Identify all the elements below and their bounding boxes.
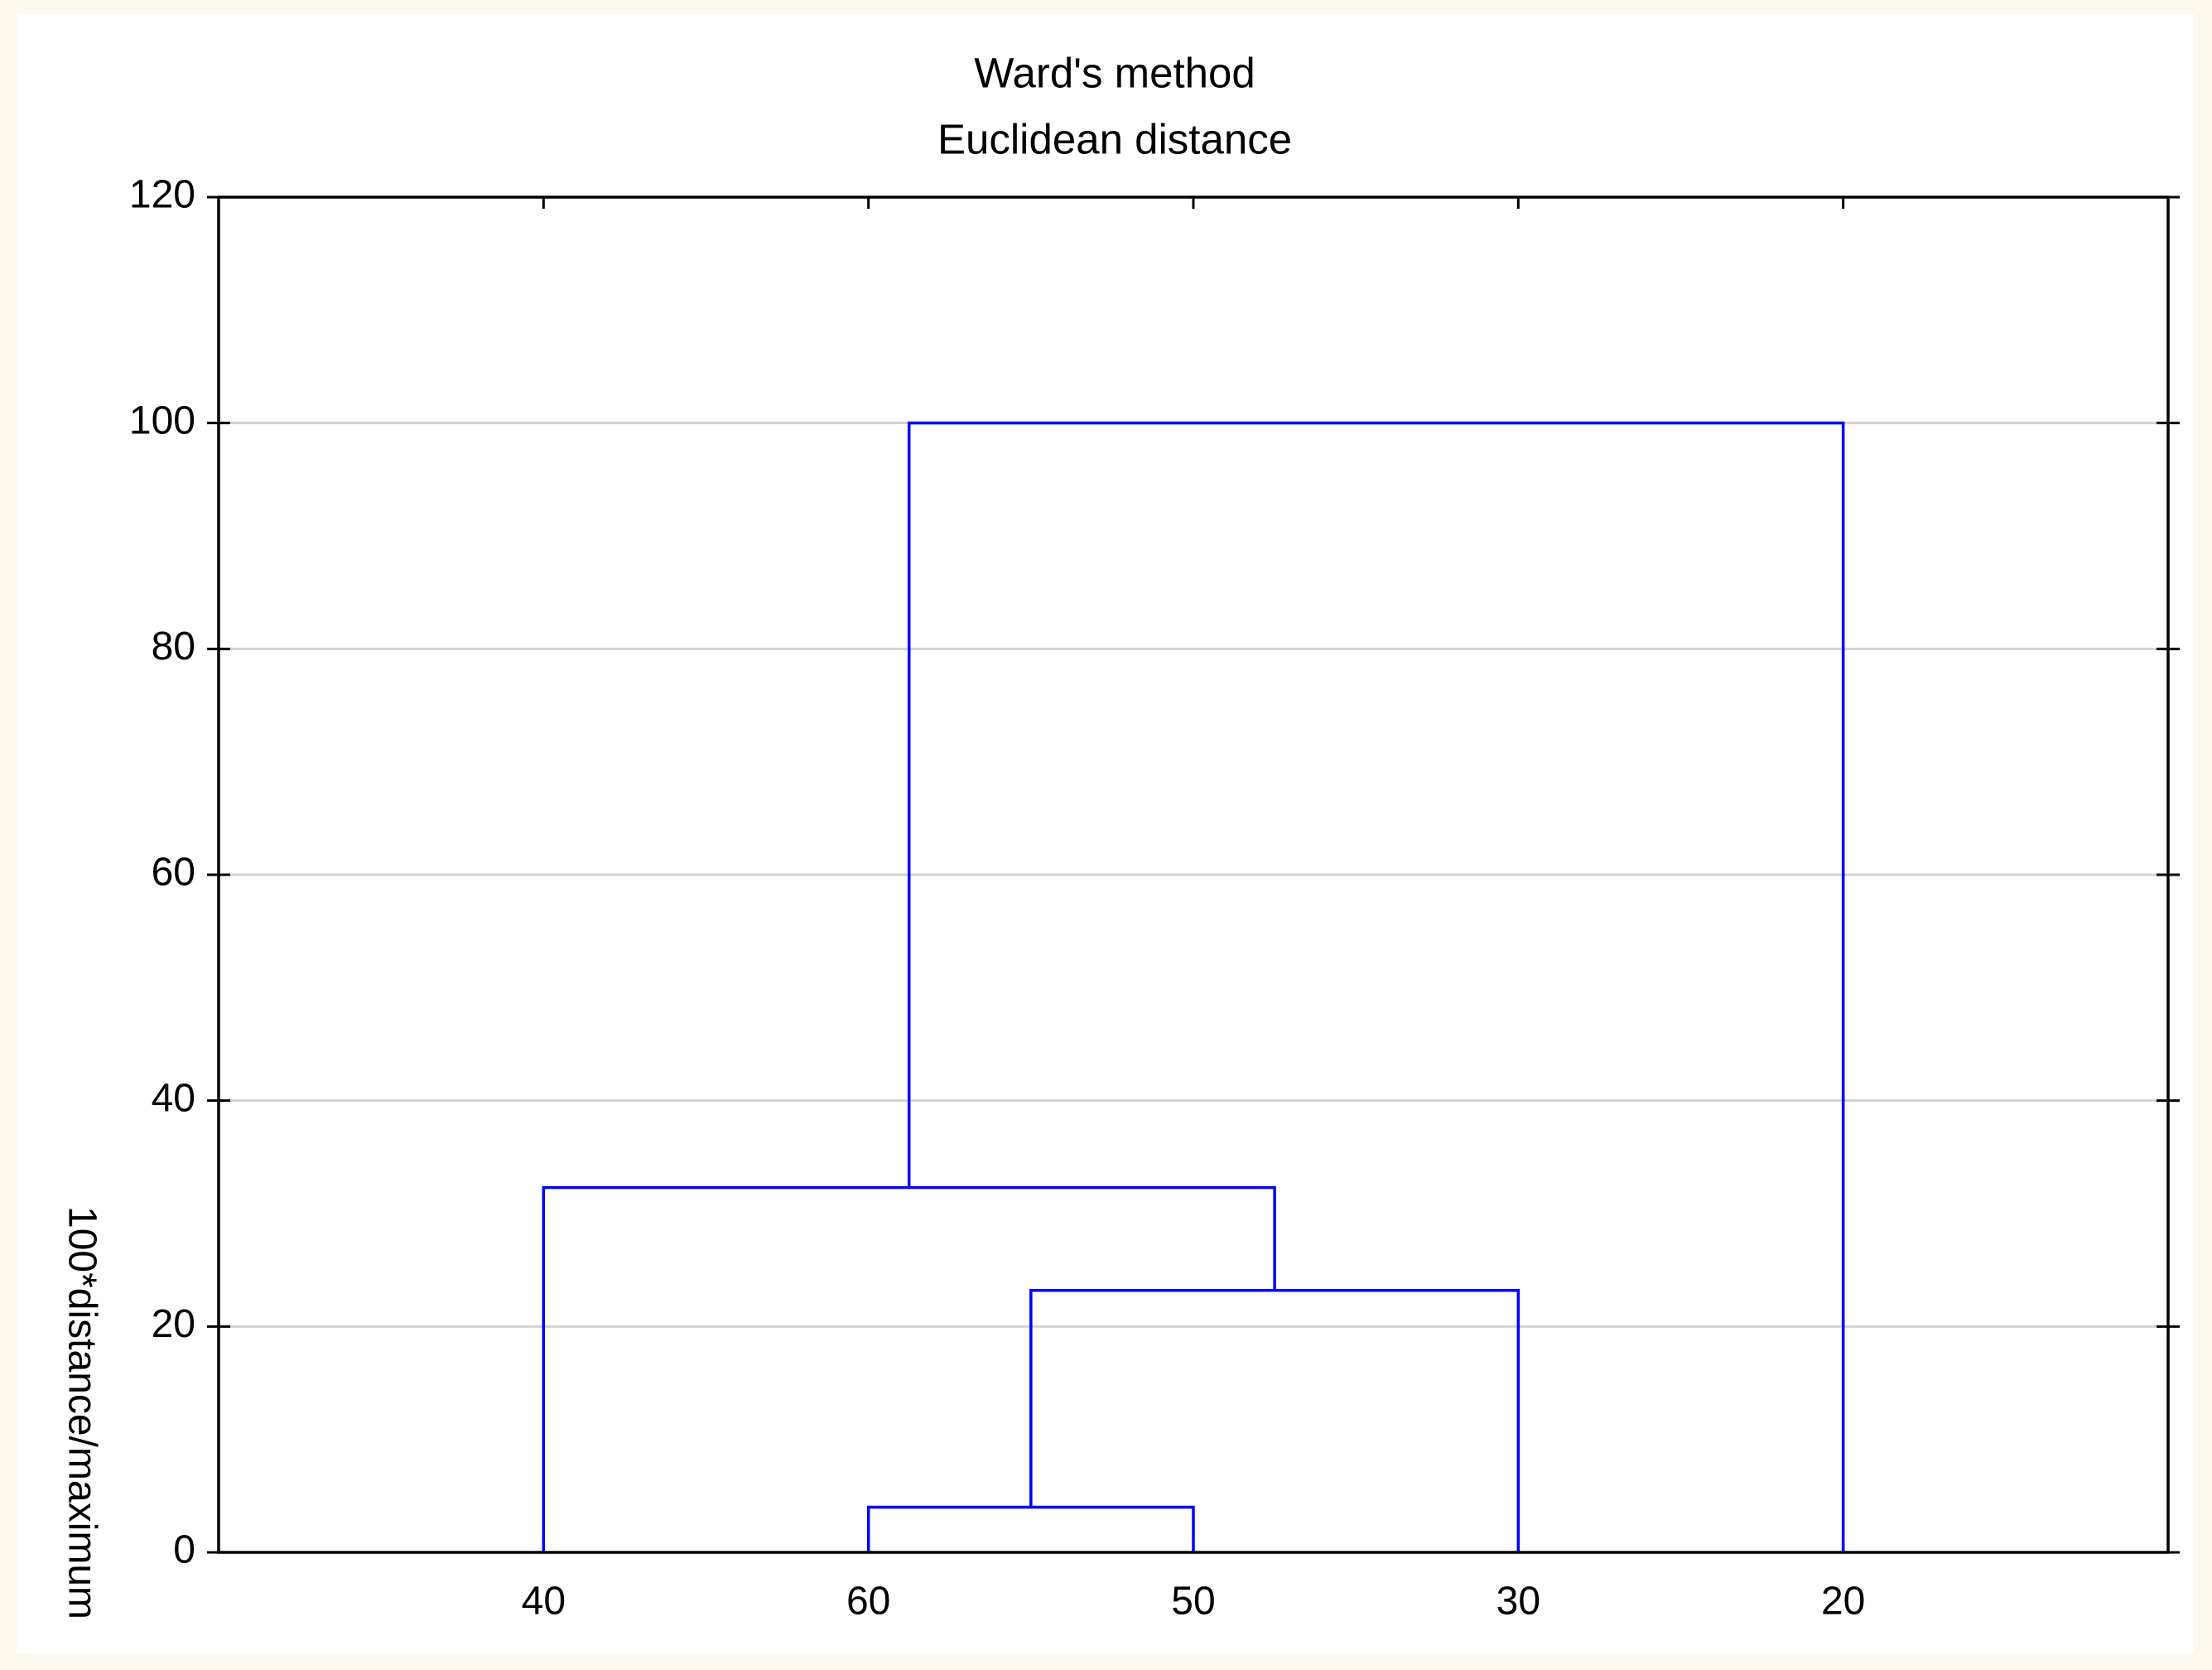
y-tick-label: 40 bbox=[152, 1076, 195, 1120]
y-tick-label: 120 bbox=[129, 173, 195, 217]
x-tick-label: 50 bbox=[1171, 1580, 1215, 1624]
y-tick-label: 80 bbox=[152, 625, 195, 668]
y-tick-label: 60 bbox=[152, 851, 195, 895]
dendrogram-link bbox=[907, 421, 1845, 1552]
chart-title: Ward's method bbox=[974, 49, 1255, 96]
dendrogram-link bbox=[866, 1505, 1195, 1552]
y-tick-label: 100 bbox=[129, 398, 195, 442]
x-tick-label: 60 bbox=[846, 1580, 890, 1624]
chart-area bbox=[17, 14, 2194, 1653]
plot-frame bbox=[217, 195, 2170, 1554]
dendrogram-link bbox=[1029, 1288, 1520, 1552]
x-tick-label: 40 bbox=[522, 1580, 566, 1624]
x-tick-label: 20 bbox=[1821, 1580, 1865, 1624]
x-tick-label: 30 bbox=[1496, 1580, 1540, 1624]
y-axis-label: 100*distance/maximum bbox=[60, 1206, 104, 1619]
y-tick-label: 20 bbox=[152, 1302, 195, 1346]
chart-subtitle: Euclidean distance bbox=[937, 115, 1292, 162]
y-tick-label: 0 bbox=[173, 1528, 195, 1572]
